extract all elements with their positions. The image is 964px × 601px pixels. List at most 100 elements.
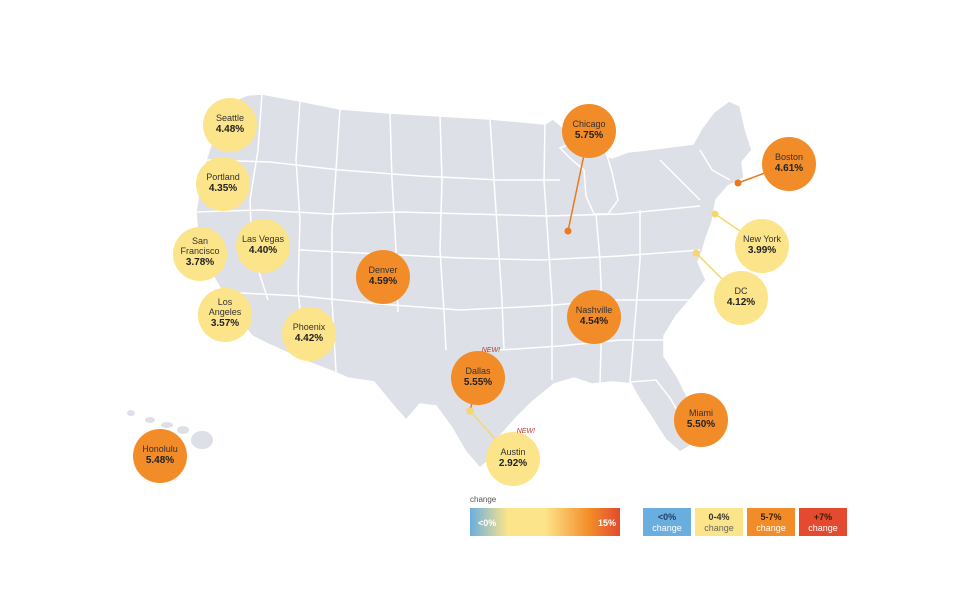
- state-border-line: [205, 159, 560, 181]
- legend-gradient-bar: [470, 508, 620, 536]
- city-name: Los: [218, 297, 233, 307]
- city-name: Dallas: [465, 366, 491, 376]
- city-name: Austin: [500, 447, 525, 457]
- city-bubbles: Seattle4.48%Portland4.35%SanFrancisco3.7…: [133, 98, 816, 486]
- hawaii-island-big: [191, 431, 213, 449]
- legend-box-top-label: 0-4%: [708, 512, 729, 522]
- legend-title: change: [470, 495, 497, 504]
- legend-swatch: [695, 508, 743, 536]
- city-name: Angeles: [209, 307, 242, 317]
- state-border-line: [543, 123, 553, 380]
- city-value: 4.12%: [727, 297, 755, 308]
- bubble-circle: [714, 271, 768, 325]
- city-value: 3.99%: [748, 245, 776, 256]
- legend-box-bottom-label: change: [652, 523, 682, 533]
- new-tag: NEW!: [517, 428, 535, 435]
- bubble-circle: [236, 219, 290, 273]
- state-border-line: [659, 159, 701, 201]
- bubble-circle: [451, 351, 505, 405]
- city-name: Portland: [206, 172, 240, 182]
- legend-gradient-high-label: 15%: [598, 518, 616, 528]
- legend: change<0% 15%<0%change0-4%change5-7%chang…: [470, 495, 847, 536]
- city-bubble-dc[interactable]: DC4.12%: [714, 271, 768, 325]
- city-value: 5.48%: [146, 455, 174, 466]
- bubble-circle: [198, 288, 252, 342]
- legend-swatch: [799, 508, 847, 536]
- bubble-circle: [486, 432, 540, 486]
- city-name: Las Vegas: [242, 234, 285, 244]
- legend-box-bottom-label: change: [704, 523, 734, 533]
- city-name: Francisco: [180, 246, 219, 256]
- city-name: DC: [735, 286, 748, 296]
- city-value: 3.57%: [211, 318, 239, 329]
- bubble-circle: [562, 104, 616, 158]
- legend-swatch: [747, 508, 795, 536]
- legend-box-mid: 5-7%change: [747, 508, 795, 536]
- location-dot-dc: [692, 249, 700, 257]
- new-tag: NEW!: [482, 347, 500, 354]
- city-value: 5.50%: [687, 419, 715, 430]
- bubble-circle: [567, 290, 621, 344]
- city-name: Chicago: [572, 119, 605, 129]
- legend-box-bottom-label: change: [756, 523, 786, 533]
- bubble-circle: [173, 227, 227, 281]
- legend-box-bottom-label: change: [808, 523, 838, 533]
- bubble-circle: [762, 137, 816, 191]
- city-value: 5.75%: [575, 130, 603, 141]
- city-value: 4.40%: [249, 245, 277, 256]
- location-dot-boston: [734, 179, 742, 187]
- legend-swatch: [643, 508, 691, 536]
- city-value: 3.78%: [186, 257, 214, 268]
- city-value: 4.35%: [209, 183, 237, 194]
- bubble-circle: [133, 429, 187, 483]
- city-value: 5.55%: [464, 377, 492, 388]
- hawaii-island-kauai: [127, 410, 135, 416]
- legend-gradient-low-label: <0%: [478, 518, 496, 528]
- state-border-line: [489, 118, 505, 351]
- legend-box-top-label: <0%: [658, 512, 676, 522]
- city-value: 4.42%: [295, 333, 323, 344]
- legend-box-negative: <0%change: [643, 508, 691, 536]
- city-value: 4.48%: [216, 124, 244, 135]
- city-name: Denver: [368, 265, 397, 275]
- city-name: Phoenix: [293, 322, 326, 332]
- location-dot-chicago: [564, 227, 572, 235]
- bubble-circle: [282, 307, 336, 361]
- location-dot-new-york: [711, 210, 719, 218]
- city-name: New York: [743, 234, 782, 244]
- bubble-circle: [203, 98, 257, 152]
- city-value: 2.92%: [499, 458, 527, 469]
- legend-box-high: +7%change: [799, 508, 847, 536]
- bubble-circle: [735, 219, 789, 273]
- bubble-circle: [356, 250, 410, 304]
- state-border-line: [195, 205, 701, 217]
- state-border-line: [629, 210, 641, 383]
- city-name: Boston: [775, 152, 803, 162]
- state-border-line: [595, 213, 603, 385]
- city-name: San: [192, 236, 208, 246]
- state-border-line: [699, 149, 731, 181]
- hawaii-island-molokai: [161, 422, 173, 428]
- city-name: Miami: [689, 408, 713, 418]
- state-borders: [195, 93, 731, 385]
- florida-shape: [628, 379, 691, 453]
- city-value: 4.61%: [775, 163, 803, 174]
- hawaii-island-maui: [177, 426, 189, 434]
- state-border-line: [439, 115, 447, 351]
